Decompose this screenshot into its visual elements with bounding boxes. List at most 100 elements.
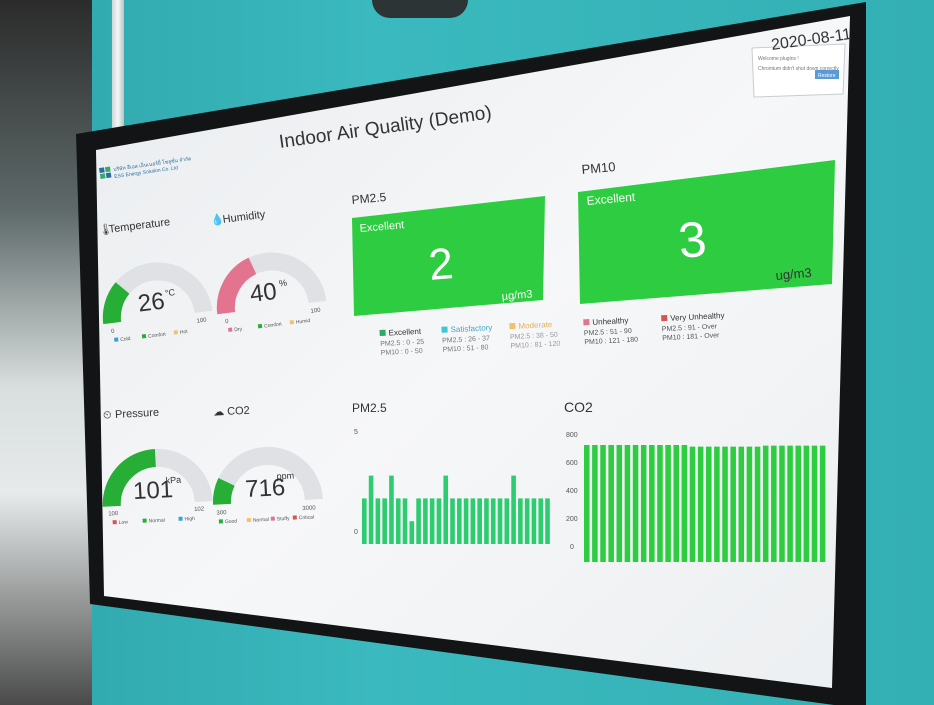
co2-chart-bar <box>600 445 606 562</box>
co2-chart-bar <box>681 445 688 562</box>
co2-level-arc <box>212 477 235 505</box>
pm25-chart-bar <box>409 521 415 544</box>
pm10-status: Excellent <box>586 190 636 208</box>
humidity-unit: % <box>278 278 287 289</box>
thermometer-icon: 🌡 <box>98 222 113 237</box>
co2-chart-bar <box>673 445 679 562</box>
pm25-card: PM2.5 Excellent 2 µg/m3 <box>351 190 545 316</box>
humidity-min: 0 <box>225 319 230 325</box>
co2-chart-bar <box>787 445 793 562</box>
pm25-chart-ytick-min: 0 <box>354 529 358 536</box>
pm25-chart-bar <box>490 498 496 544</box>
aqi-very-unhealthy-name: Very Unhealthy <box>670 311 725 323</box>
aqi-swatch-unhealthy <box>583 319 590 326</box>
aqi-very-unhealthy-pm25: PM2.5 : 91 - Over <box>662 323 718 333</box>
co2-chart-bar <box>762 445 769 562</box>
pm25-chart-bar <box>504 498 510 544</box>
humidity-label: Humidity <box>222 209 266 226</box>
pm25-chart-bar <box>545 498 550 544</box>
co2-chart-bar <box>803 445 810 562</box>
pm25-chart-bar <box>477 498 482 544</box>
aqi-unhealthy-pm10: PM10 : 121 - 180 <box>584 336 638 346</box>
aqi-excellent-pm25: PM2.5 : 0 - 25 <box>380 339 424 348</box>
pm25-chart-bar <box>511 475 516 544</box>
pm10-card: PM10 Excellent 3 ug/m3 <box>578 159 835 304</box>
co2-chart: CO2 800 600 400 200 0 <box>564 399 826 562</box>
aqi-swatch-excellent <box>379 329 386 337</box>
co2-chart-title: CO2 <box>564 399 593 415</box>
co2-chart-bar <box>616 445 623 562</box>
pm25-chart-bar <box>389 475 394 544</box>
temperature-legend-hot: Hot <box>180 329 189 336</box>
humidity-legend-dry: Dry <box>234 326 243 333</box>
temperature-level-arc <box>102 282 130 325</box>
temperature-min: 0 <box>111 329 116 335</box>
humidity-gauge: 💧 Humidity 40 % 0 100 Dry Comfort Humid <box>210 209 327 333</box>
pm25-chart-title: PM2.5 <box>352 401 387 415</box>
co2-chart-bar <box>795 445 801 562</box>
pressure-unit: kPa <box>165 475 181 486</box>
popup-line1: Welcome plugins ! <box>758 56 799 62</box>
co2-chart-bar <box>754 446 761 562</box>
aqi-excellent-pm10: PM10 : 0 - 50 <box>381 348 423 357</box>
aqi-very-unhealthy-pm10: PM10 : 181 - Over <box>662 332 720 342</box>
co2-chart-bar <box>771 445 777 562</box>
pressure-value: 101 <box>132 476 173 505</box>
aqi-moderate-pm10: PM10 : 81 - 120 <box>510 341 560 351</box>
pm25-chart: PM2.5 5 0 <box>352 401 550 544</box>
temperature-unit: °C <box>164 287 176 298</box>
co2-label: CO2 <box>227 405 250 418</box>
co2-chart-ytick-200: 200 <box>566 516 578 523</box>
pm25-value: 2 <box>427 239 456 290</box>
co2-unit: ppm <box>276 470 294 481</box>
co2-chart-bar <box>640 445 647 562</box>
co2-chart-bar <box>706 446 712 562</box>
chromium-popup: Welcome plugins ! Chromium didn't shut d… <box>751 43 846 98</box>
pm25-chart-bar <box>375 498 381 544</box>
co2-chart-bar <box>746 446 753 562</box>
co2-chart-bar <box>811 445 818 562</box>
co2-max: 3000 <box>302 505 316 512</box>
temperature-gauge: 🌡 Temperature 26 °C 0 100 Cold Comfort H… <box>98 216 213 343</box>
pressure-legend-high: High <box>184 516 195 523</box>
aqi-swatch-moderate <box>509 322 516 330</box>
pm25-chart-bar <box>531 498 537 544</box>
pm25-chart-bar <box>436 498 442 544</box>
pressure-gauge-icon: ⏲ <box>103 409 112 421</box>
pm25-chart-bar <box>524 498 530 544</box>
pm25-chart-bar <box>518 498 523 544</box>
temperature-max: 100 <box>196 317 207 324</box>
co2-chart-bar <box>738 446 745 562</box>
co2-gauge: ☁ CO2 716 ppm 300 3000 Good Normal Stuff… <box>212 405 323 526</box>
pm10-unit: ug/m3 <box>775 265 812 283</box>
co2-legend-critical: Critical <box>299 515 315 522</box>
pm25-chart-ytick-max: 5 <box>354 429 358 436</box>
aqi-unhealthy-name: Unhealthy <box>592 316 628 327</box>
humidity-level-arc <box>216 257 257 315</box>
pm10-value: 3 <box>676 211 709 269</box>
co2-chart-bar <box>608 445 614 562</box>
pm25-chart-bar <box>429 498 435 544</box>
aqi-satisfactory-pm25: PM2.5 : 26 - 37 <box>442 335 490 345</box>
co2-chart-bar <box>584 445 590 562</box>
pm25-chart-bar <box>402 498 408 544</box>
co2-legend-good: Good <box>225 519 238 526</box>
co2-chart-bars <box>584 445 826 562</box>
pm25-chart-bar <box>497 498 503 544</box>
co2-chart-bar <box>689 446 696 562</box>
pm25-chart-bar <box>538 498 544 544</box>
restore-button[interactable] <box>815 70 839 79</box>
aqi-swatch-satisfactory <box>441 326 448 333</box>
water-drop-icon: 💧 <box>210 213 225 228</box>
co2-chart-bar <box>632 445 639 562</box>
pm25-chart-bar <box>395 498 401 544</box>
co2-chart-bar <box>649 445 655 562</box>
co2-chart-bar <box>624 445 631 562</box>
co2-chart-ytick-0: 0 <box>570 544 574 551</box>
co2-chart-bar <box>592 445 598 562</box>
co2-chart-bar <box>730 446 736 562</box>
pm25-chart-bar <box>362 498 367 544</box>
co2-value: 716 <box>245 474 286 503</box>
co2-chart-ytick-600: 600 <box>566 460 578 467</box>
